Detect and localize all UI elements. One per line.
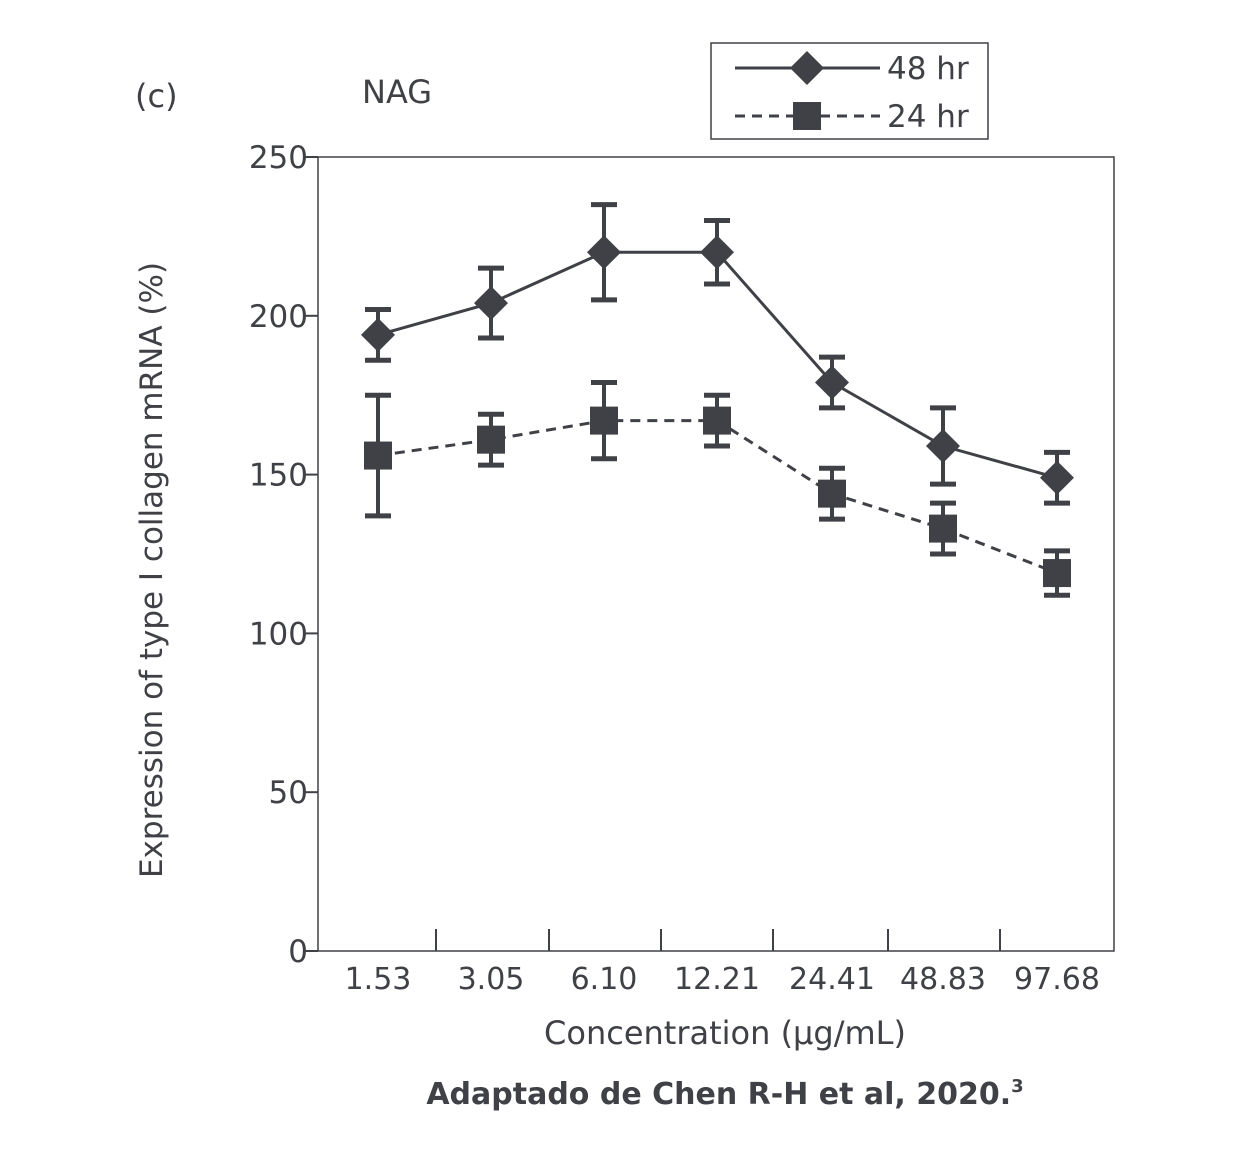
- x-tick-label: 3.05: [458, 962, 525, 997]
- data-point: [361, 317, 395, 352]
- y-tick-label: 200: [249, 299, 308, 335]
- data-point: [700, 235, 734, 270]
- source-citation: Adaptado de Chen R-H et al, 2020.3: [426, 1076, 1023, 1112]
- y-tick-label: 250: [249, 140, 308, 176]
- legend-box: [710, 42, 989, 140]
- x-tick-label: 12.21: [674, 962, 760, 997]
- x-axis: 1.53 3.05 6.10 12.21 24.41 48.83 97.68: [345, 929, 1100, 997]
- y-axis-label: Expression of type I collagen mRNA (%): [134, 262, 170, 878]
- data-point: [474, 286, 508, 321]
- x-tick-label: 24.41: [789, 962, 875, 997]
- data-point: [1040, 460, 1074, 495]
- data-point: [929, 514, 957, 543]
- legend: 48 hr 24 hr: [710, 42, 989, 140]
- series-48-hr: [361, 202, 1074, 506]
- x-tick-label: 1.53: [345, 962, 412, 997]
- data-point: [477, 425, 505, 454]
- plot-frame: [317, 156, 1115, 952]
- panel-label: (c): [135, 77, 178, 115]
- compound-label: NAG: [362, 73, 432, 111]
- x-axis-label: Concentration (μg/mL): [544, 1014, 906, 1052]
- data-point: [364, 441, 392, 470]
- data-point: [926, 429, 960, 464]
- legend-marker: [790, 51, 824, 85]
- x-tick-label: 97.68: [1014, 962, 1100, 997]
- y-tick-label: 150: [249, 458, 308, 494]
- y-tick-label: 50: [269, 775, 308, 811]
- series-24-hr: [364, 379, 1071, 598]
- source-text: Adaptado de Chen R-H et al, 2020.: [426, 1077, 1011, 1112]
- y-tick-label: 100: [249, 616, 308, 652]
- series-layer: [361, 202, 1074, 598]
- x-tick-label: 6.10: [571, 962, 638, 997]
- y-tick-label: 0: [288, 934, 308, 970]
- plot-area: [317, 156, 1115, 952]
- data-point: [1043, 559, 1071, 588]
- data-point: [815, 365, 849, 400]
- legend-label: 48 hr: [887, 51, 969, 87]
- data-point: [587, 235, 621, 270]
- y-axis: 0 50 100 150 200 250: [249, 140, 318, 970]
- legend-items: 48 hr 24 hr: [735, 51, 969, 135]
- data-point: [703, 406, 731, 435]
- x-tick-label: 48.83: [900, 962, 986, 997]
- legend-label: 24 hr: [887, 99, 969, 135]
- legend-marker: [793, 102, 821, 130]
- data-point: [590, 406, 618, 435]
- data-point: [818, 479, 846, 508]
- source-superscript: 3: [1011, 1076, 1024, 1097]
